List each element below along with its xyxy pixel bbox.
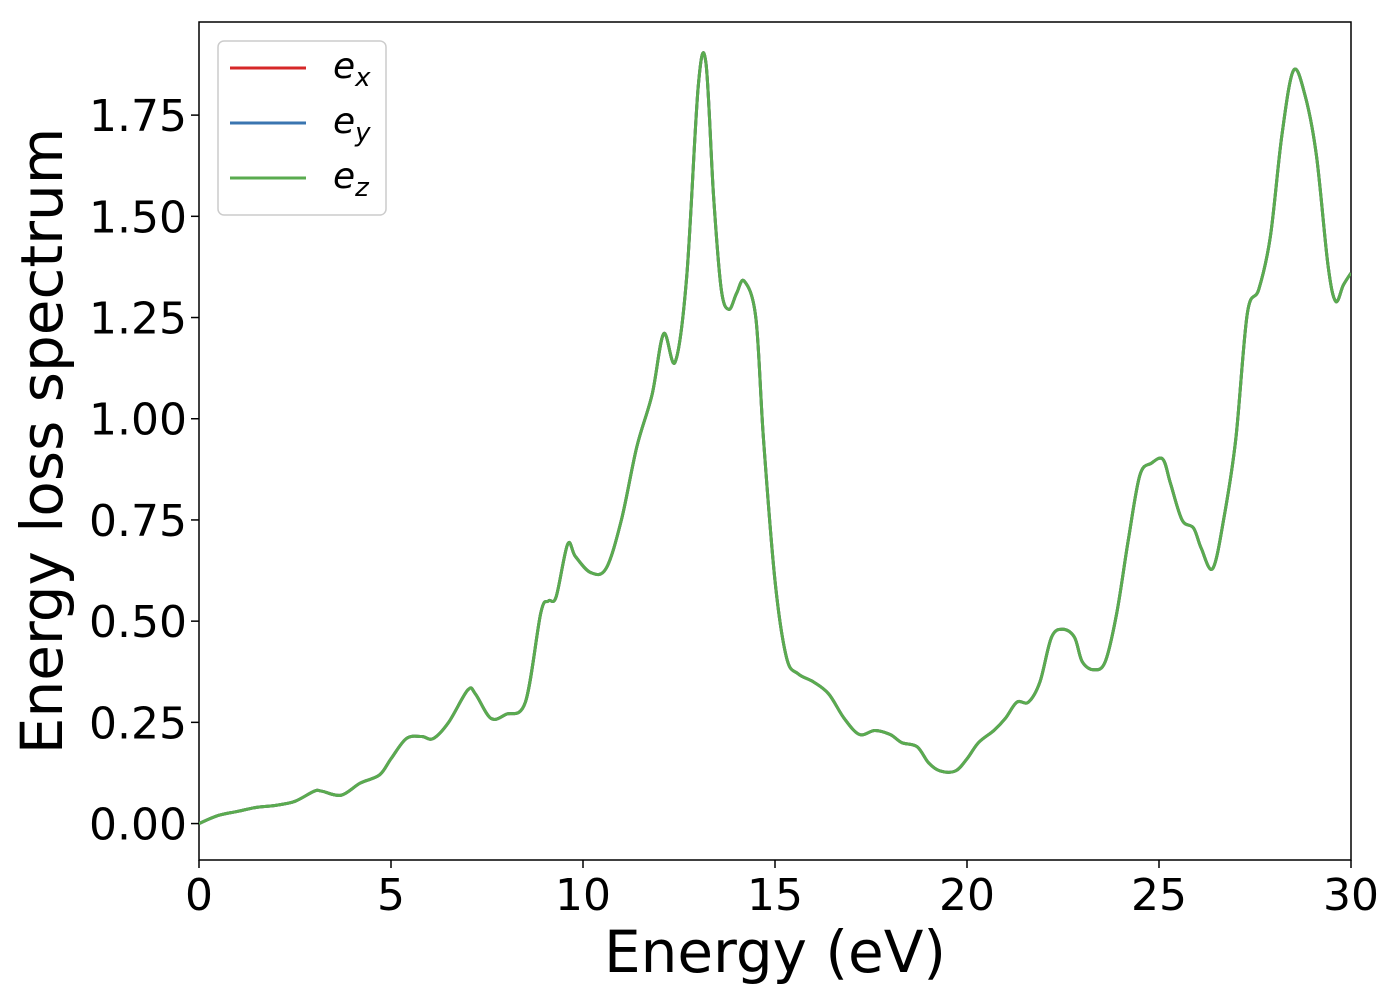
axes-frame <box>198 21 1352 861</box>
y-tick-label: 1.75 <box>89 91 187 142</box>
plot-area <box>198 21 1352 861</box>
y-tick-label: 0.00 <box>89 800 187 851</box>
x-axis-label: Energy (eV) <box>604 918 946 986</box>
legend-label-y: ey <box>333 101 371 148</box>
y-tick-label: 0.25 <box>89 698 187 749</box>
y-tick-label: 1.00 <box>89 395 187 446</box>
x-tick-label: 20 <box>939 870 995 921</box>
y-tick-label: 0.75 <box>89 496 187 547</box>
legend-frame <box>217 40 387 216</box>
x-tick-label: 10 <box>555 870 611 921</box>
x-tick-label: 25 <box>1131 870 1187 921</box>
y-tick-label: 0.50 <box>89 597 187 648</box>
y-axis-label: Energy loss spectrum <box>8 128 76 754</box>
y-tick-label: 1.25 <box>89 294 187 345</box>
x-axis-ticks: 0 5 10 15 20 25 30 <box>185 860 1379 921</box>
x-tick-label: 30 <box>1323 870 1379 921</box>
x-tick-label: 15 <box>747 870 803 921</box>
legend-label-x: ex <box>333 46 371 93</box>
y-tick-label: 1.50 <box>89 192 187 243</box>
legend-label-z: ez <box>333 156 370 203</box>
y-axis-ticks: 0.00 0.25 0.50 0.75 1.00 1.25 1.50 1.75 <box>89 91 199 851</box>
x-tick-label: 5 <box>377 870 405 921</box>
legend: ex ey ez <box>217 40 387 216</box>
series-line-z <box>199 51 1351 825</box>
x-tick-label: 0 <box>185 870 213 921</box>
series-layer <box>199 51 1351 825</box>
